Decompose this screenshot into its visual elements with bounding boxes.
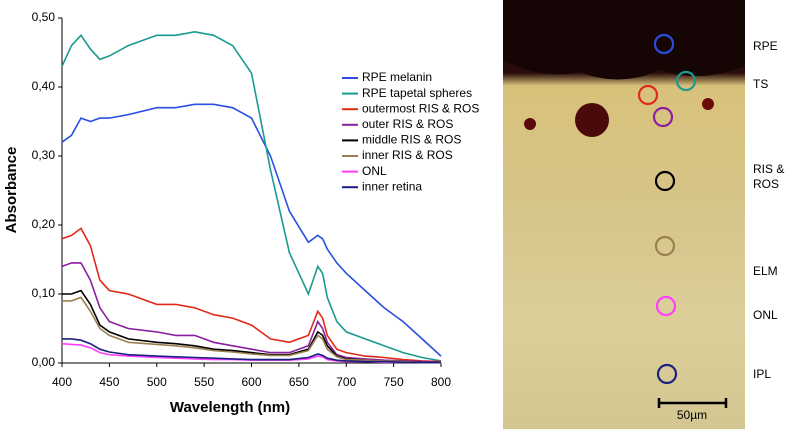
y-tick-label: 0,10 bbox=[32, 286, 56, 300]
legend-label: outermost RIS & ROS bbox=[362, 101, 479, 115]
legend-label: outer RIS & ROS bbox=[362, 117, 453, 131]
pigment-band bbox=[503, 0, 745, 80]
sample-circle bbox=[654, 170, 676, 192]
scale-bar bbox=[657, 398, 728, 408]
legend-label: inner retina bbox=[362, 179, 422, 193]
legend-label: RPE tapetal spheres bbox=[362, 86, 472, 100]
x-tick-label: 700 bbox=[336, 375, 356, 389]
layer-label: RPE bbox=[753, 39, 778, 53]
layer-label: TS bbox=[753, 77, 768, 91]
sphere bbox=[575, 103, 609, 137]
layer-label: IPL bbox=[753, 367, 771, 381]
sample-circle bbox=[652, 106, 674, 128]
y-tick-label: 0,40 bbox=[32, 79, 56, 93]
micrograph: 50µm RPE TS RIS & ROS ELM ONL IPL bbox=[503, 0, 784, 429]
y-tick-label: 0,00 bbox=[32, 355, 56, 369]
layer-label: ONL bbox=[753, 308, 778, 322]
sample-circle bbox=[637, 84, 659, 106]
series-line bbox=[61, 227, 442, 363]
scale-label: 50µm bbox=[677, 408, 707, 422]
y-axis-label: Absorbance bbox=[3, 147, 20, 234]
y-tick-label: 0,50 bbox=[32, 10, 56, 24]
x-tick-label: 800 bbox=[431, 375, 451, 389]
series-line bbox=[61, 103, 442, 357]
x-tick-label: 500 bbox=[147, 375, 167, 389]
x-tick-label: 400 bbox=[52, 375, 72, 389]
legend-label: inner RIS & ROS bbox=[362, 148, 453, 162]
series-line bbox=[62, 289, 441, 364]
series-line bbox=[62, 338, 441, 364]
x-tick-label: 550 bbox=[194, 375, 214, 389]
y-tick-label: 0,30 bbox=[32, 148, 56, 162]
sample-circle bbox=[675, 70, 697, 92]
x-tick-label: 750 bbox=[384, 375, 404, 389]
sphere bbox=[702, 98, 714, 110]
layer-label: ROS bbox=[753, 177, 779, 191]
sphere bbox=[524, 118, 536, 130]
legend-label: RPE melanin bbox=[362, 70, 432, 84]
series-line bbox=[62, 296, 441, 364]
layer-label: RIS & bbox=[753, 162, 784, 176]
sample-circle bbox=[654, 235, 676, 257]
x-axis-label: Wavelength (nm) bbox=[170, 399, 290, 416]
series-line bbox=[61, 30, 442, 362]
plot-area: 0,00 0,10 0,20 0,30 0,40 0,50 400 450 500 550 600 6… bbox=[32, 10, 480, 389]
series-line bbox=[61, 262, 442, 364]
x-tick-label: 650 bbox=[289, 375, 309, 389]
sample-circle bbox=[653, 33, 675, 55]
sample-circle bbox=[656, 363, 678, 385]
legend-label: middle RIS & ROS bbox=[362, 133, 461, 147]
layer-label: ELM bbox=[753, 264, 778, 278]
x-tick-label: 450 bbox=[99, 375, 119, 389]
sample-circle bbox=[655, 295, 677, 317]
legend-label: ONL bbox=[362, 164, 387, 178]
x-tick-label: 600 bbox=[241, 375, 261, 389]
y-tick-label: 0,20 bbox=[32, 217, 56, 231]
